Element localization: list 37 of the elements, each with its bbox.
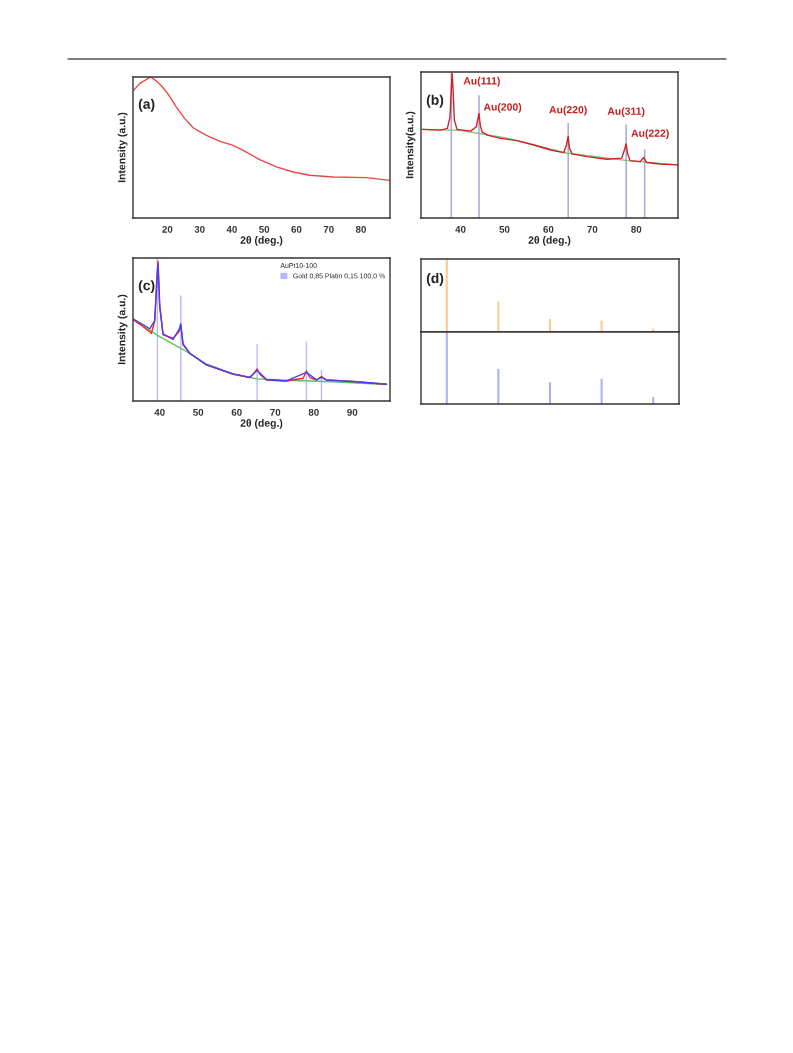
bar (548, 382, 552, 404)
x-tick-label: 40 (455, 225, 466, 233)
x-tick-label: 60 (231, 408, 242, 416)
x-axis-title: 2θ (deg.) (240, 236, 283, 246)
y-axis-title: Intensity (a.u.) (117, 294, 128, 365)
annotation: (a) (138, 98, 155, 112)
annotation: (b) (426, 94, 444, 108)
x-tick-label: 70 (270, 408, 281, 416)
bar (600, 378, 603, 404)
x-tick-label: 40 (154, 408, 165, 416)
x-tick-label: 20 (162, 225, 173, 233)
x-tick-label: 50 (499, 225, 510, 233)
x-tick-label: 50 (193, 408, 204, 416)
x-tick-label: 70 (587, 225, 598, 233)
x-tick-label: 30 (194, 225, 205, 233)
x-tick-label: 70 (323, 225, 334, 233)
x-tick-label: 60 (543, 225, 554, 233)
x-tick-label: 80 (308, 408, 319, 416)
annotation: Au(111) (463, 76, 500, 87)
x-axis-title: 2θ (deg.) (528, 236, 571, 246)
annotation: Au(220) (549, 105, 587, 116)
y-axis-title: Intensity (a.u.) (117, 112, 128, 183)
annotation: (d) (426, 272, 444, 286)
x-axis-title: 2θ (deg.) (240, 419, 283, 429)
x-tick-label: 50 (259, 225, 270, 233)
annotation: (c) (138, 280, 155, 294)
bar (497, 368, 500, 404)
annotation: Au(311) (607, 107, 645, 117)
x-tick-label: 90 (347, 408, 358, 416)
y-axis-title: Intensity(a.u.) (405, 111, 416, 179)
bar (497, 301, 500, 332)
annotation: Au(200) (483, 103, 522, 113)
x-tick-label: 80 (355, 225, 366, 233)
annotation: Au(222) (631, 129, 669, 139)
x-tick-label: 60 (291, 225, 302, 233)
x-tick-label: 80 (631, 225, 642, 233)
x-tick-label: 40 (226, 225, 237, 233)
